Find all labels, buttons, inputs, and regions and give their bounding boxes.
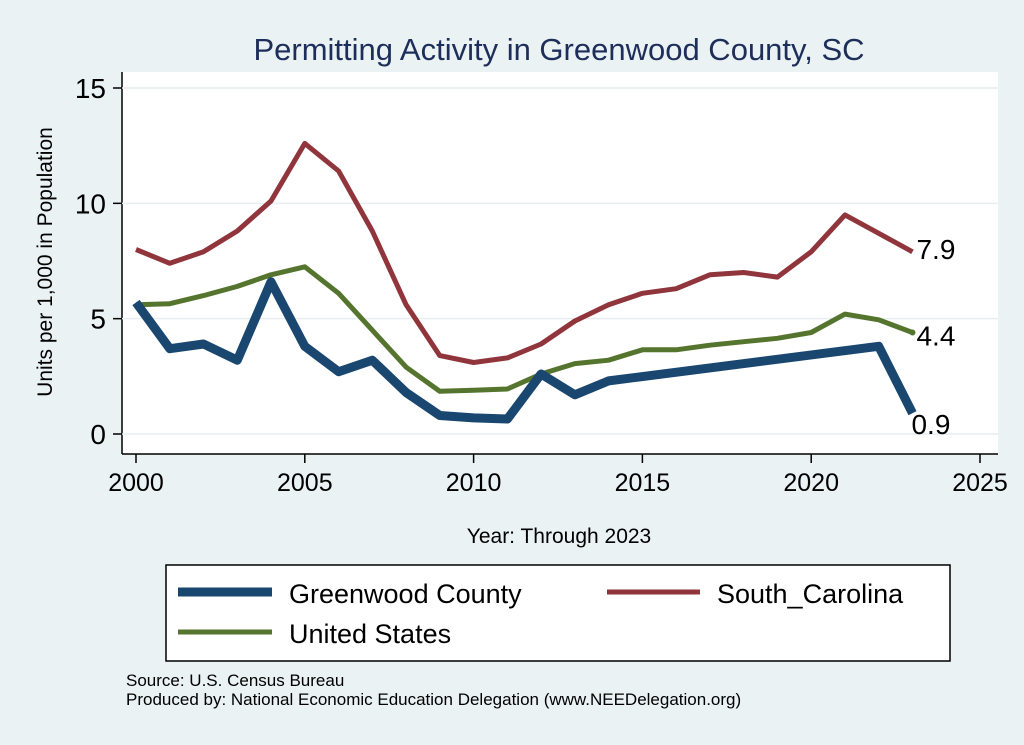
x-tick-label-2000: 2000 (108, 469, 164, 497)
series-line-united-states (135, 264, 914, 394)
legend-label-united-states: United States (289, 619, 451, 649)
produced-by-note: Produced by: National Economic Education… (126, 690, 742, 709)
legend-label-south-carolina: South_Carolina (717, 579, 904, 609)
series-lines (132, 140, 917, 424)
y-axis-ticks: 0 5 10 15 (75, 73, 122, 450)
y-tick-label-0: 0 (90, 419, 106, 450)
source-note: Source: U.S. Census Bureau (126, 671, 345, 690)
legend (165, 564, 951, 662)
y-axis-label: Units per 1,000 in Population (34, 127, 57, 397)
series-line-south-carolina (135, 140, 914, 365)
x-tick-label-2020: 2020 (783, 469, 839, 497)
x-tick-label-2005: 2005 (277, 469, 333, 497)
end-marker-united-states (909, 329, 916, 336)
x-axis-ticks: 2000 2005 2010 2015 2020 2025 (108, 454, 1008, 497)
x-tick-label-2025: 2025 (952, 469, 1008, 497)
x-axis-label: Year: Through 2023 (467, 525, 652, 548)
y-tick-label-10: 10 (75, 188, 106, 219)
end-label-greenwood-county: 0.9 (911, 409, 950, 440)
legend-label-greenwood: Greenwood County (289, 579, 522, 609)
end-label-united-states: 4.4 (916, 321, 955, 352)
end-labels: 0.9 7.9 4.4 (909, 234, 955, 440)
series-line-greenwood-county (132, 277, 917, 424)
footnotes: Source: U.S. Census Bureau Produced by: … (126, 671, 741, 709)
x-tick-label-2015: 2015 (615, 469, 671, 497)
end-label-south-carolina: 7.9 (916, 234, 955, 265)
chart-title: Permitting Activity in Greenwood County,… (253, 32, 864, 67)
y-tick-label-5: 5 (90, 304, 106, 335)
plot-area (122, 72, 998, 454)
y-tick-label-15: 15 (75, 73, 106, 104)
x-tick-label-2010: 2010 (446, 469, 502, 497)
